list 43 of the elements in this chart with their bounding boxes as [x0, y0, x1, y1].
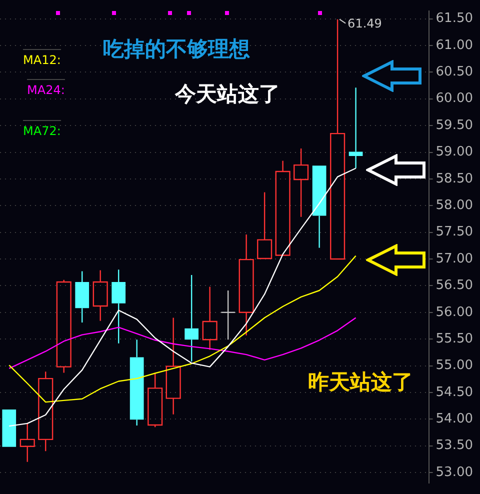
- candlestick: [92, 270, 108, 322]
- candlestick: [294, 148, 309, 218]
- y-tick-label: 61.50: [436, 11, 473, 26]
- annotation: 昨天站这了: [308, 369, 413, 396]
- y-tick-label: 55.50: [436, 331, 473, 346]
- candlestick: [148, 372, 163, 428]
- candlestick: [275, 160, 290, 256]
- y-tick-label: 55.00: [436, 358, 473, 374]
- candlestick: [166, 317, 181, 415]
- text: MA24:: [27, 79, 65, 97]
- candlestick: [20, 422, 35, 462]
- candlestick: [312, 166, 326, 248]
- candlestick: [220, 290, 236, 340]
- candlestick: [257, 192, 272, 260]
- y-tick-label: 53.50: [436, 438, 473, 454]
- candlestick: [75, 270, 90, 324]
- candlestick: [202, 286, 218, 350]
- y-tick-label: 60.50: [436, 64, 473, 80]
- y-tick-label: 61.00: [436, 38, 473, 53]
- annotation: 61.49: [348, 16, 382, 30]
- text: MA12:: [23, 49, 61, 67]
- annotation: MA72:: [23, 120, 61, 138]
- candlestick: [38, 371, 54, 452]
- candlestick: [130, 339, 144, 426]
- y-tick-label: 60.00: [436, 91, 473, 106]
- candlestick: [238, 234, 254, 336]
- y-tick-label: 54.50: [436, 384, 473, 400]
- y-tick-label: 58.50: [436, 171, 473, 186]
- y-tick-label: 53.00: [436, 464, 473, 480]
- annotation: 今天站这了: [175, 81, 280, 108]
- annotation: 吃掉的不够理想: [103, 36, 250, 63]
- y-tick-label: 57.00: [436, 251, 473, 266]
- y-tick-label: 56.00: [436, 304, 473, 320]
- y-tick-label: 57.50: [436, 224, 473, 240]
- y-tick-label: 59.50: [436, 118, 473, 133]
- candlestick: [112, 269, 126, 344]
- candlestick: [330, 18, 346, 260]
- y-tick-label: 59.00: [436, 144, 473, 160]
- y-tick-label: 54.00: [436, 412, 473, 427]
- candlestick: [184, 274, 199, 362]
- candlestick: [348, 87, 363, 169]
- y-tick-label: 56.50: [436, 278, 473, 294]
- y-tick-label: 58.00: [436, 198, 473, 214]
